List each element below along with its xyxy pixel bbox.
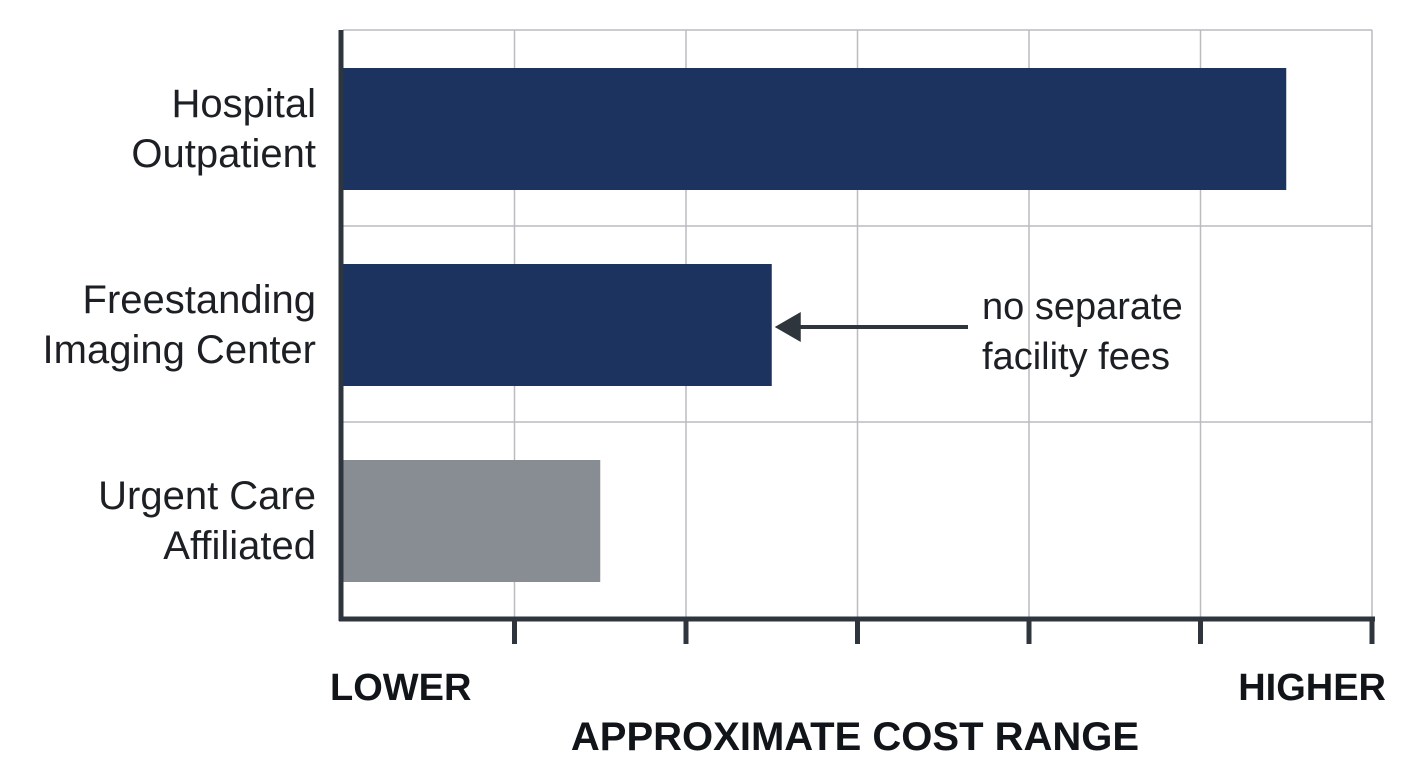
annotation-text-line: no separate: [982, 286, 1183, 328]
category-label-line: Affiliated: [163, 524, 316, 568]
category-label-line: Urgent Care: [98, 474, 316, 518]
x-high-label: HIGHER: [1238, 667, 1386, 709]
category-label-line: Freestanding: [83, 278, 316, 322]
annotation-text-line: facility fees: [982, 336, 1170, 378]
category-labels: Hospital Outpatient Freestanding Imaging Ce…: [43, 82, 316, 568]
bar: [343, 264, 772, 386]
bars: [343, 68, 1287, 582]
category-label: Freestanding Imaging Center: [43, 278, 316, 372]
x-axis-title: APPROXIMATE COST RANGE: [571, 715, 1139, 759]
x-low-label: LOWER: [330, 667, 471, 709]
category-label-line: Hospital: [171, 82, 316, 126]
bar: [343, 460, 601, 582]
annotation-arrow-head: [774, 312, 801, 342]
category-label: Urgent Care Affiliated: [98, 474, 316, 568]
category-label-line: Outpatient: [131, 132, 316, 176]
category-label-line: Imaging Center: [43, 328, 316, 372]
axes: [338, 30, 1375, 644]
category-label: Hospital Outpatient: [131, 82, 316, 176]
annotation-text: no separate facility fees: [982, 286, 1183, 378]
bar: [343, 68, 1287, 190]
annotation: no separate facility fees: [774, 286, 1183, 378]
